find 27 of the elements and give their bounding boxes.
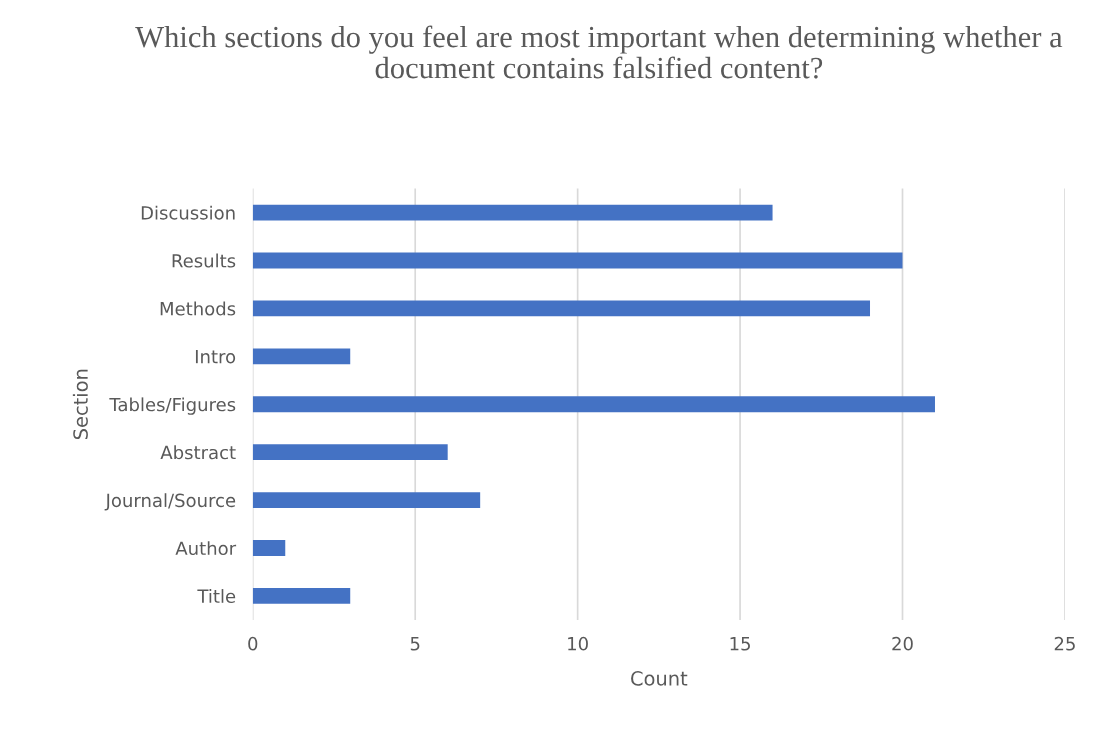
- bar: [252, 540, 286, 556]
- y-tick-label: Journal/Source: [104, 493, 236, 511]
- y-tick-label: Discussion: [141, 205, 235, 220]
- bar: [252, 588, 351, 604]
- y-tick-label: Tables/Figures: [109, 397, 236, 415]
- y-tick-label: Abstract: [160, 445, 236, 460]
- y-tick-label: Author: [175, 541, 237, 556]
- y-tick-label: Methods: [160, 301, 236, 316]
- y-axis-title: Section: [72, 369, 88, 440]
- y-tick-label: Results: [172, 253, 236, 268]
- y-tick-label: Intro: [195, 350, 236, 364]
- bar: [252, 204, 773, 221]
- bar: [252, 348, 351, 365]
- bar: [252, 444, 448, 461]
- x-tick-label: 0: [248, 636, 258, 651]
- x-axis-title: Count: [631, 671, 688, 686]
- x-tick-label: 15: [730, 637, 750, 651]
- x-tick-label: 10: [568, 636, 588, 651]
- bar: [252, 396, 935, 413]
- bar: [252, 492, 481, 508]
- bar: [252, 252, 903, 269]
- bar: [252, 300, 871, 317]
- x-tick-label: 20: [892, 636, 913, 651]
- y-tick-label: Title: [197, 589, 236, 604]
- x-tick-label: 25: [1054, 636, 1075, 651]
- x-tick-label: 5: [410, 637, 420, 651]
- chart-title: Which sections do you feel are most important when determining whether a document contains falsified content?: [135, 25, 1063, 79]
